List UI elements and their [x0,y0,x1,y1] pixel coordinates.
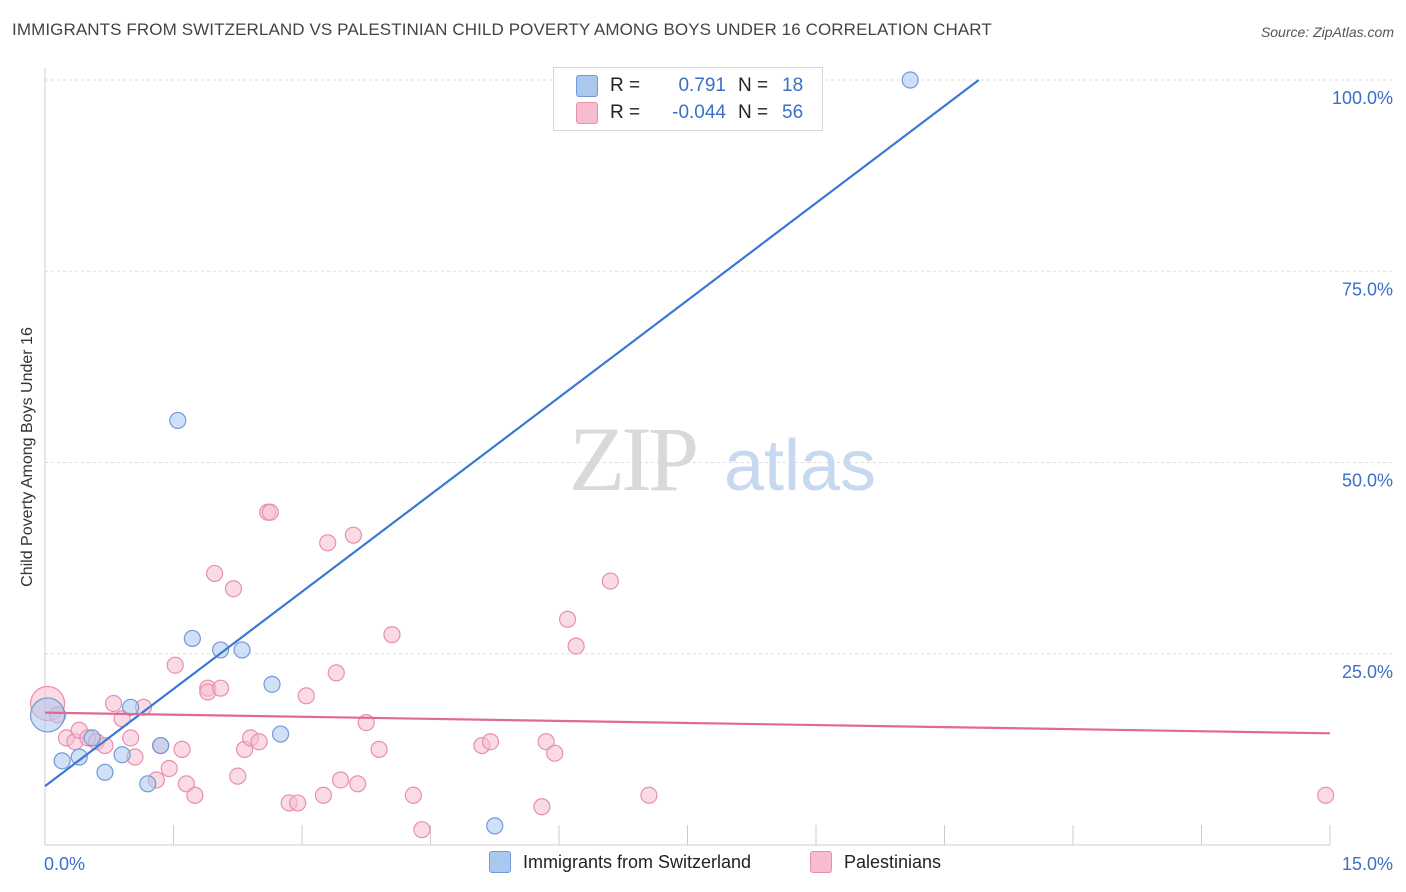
point-palestinian [383,626,401,644]
point-palestinian [224,580,243,598]
bottom-legend-label: Immigrants from Switzerland [523,851,752,872]
point-palestinian [533,798,551,816]
gridlines [45,79,1395,655]
point-switzerland [83,729,101,747]
legend-r-label: R = [610,75,641,96]
bottom-legend-swatch-blue [489,851,511,873]
point-switzerland [212,641,230,659]
point-switzerland [263,675,281,693]
point-palestinian [261,503,279,521]
point-switzerland [233,641,251,659]
watermark-atlas: atlas [724,426,876,506]
legend-r-label: R = [610,102,641,123]
point-palestinian [413,821,431,839]
point-palestinian [314,786,333,804]
point-switzerland [29,697,66,733]
point-palestinian [546,744,564,762]
point-palestinian [250,733,268,751]
point-switzerland [53,752,71,770]
trend-lines [44,79,1331,787]
point-palestinian [567,637,585,655]
point-switzerland [901,71,919,89]
x-tick-label: 15.0% [1342,854,1393,874]
point-palestinian [370,740,388,758]
bottom-legend-switzerland: Immigrants from Switzerland [489,851,751,873]
watermark: ZIP atlas [569,408,876,510]
y-tick-label: 50.0% [1342,471,1393,491]
y-axis-label: Child Poverty Among Boys Under 16 [19,327,36,587]
point-palestinian [1317,786,1335,804]
x-tick-label: 0.0% [44,854,85,874]
point-palestinian [327,664,345,682]
axes [44,68,1331,846]
point-palestinian [186,786,204,804]
y-tick-label: 25.0% [1342,662,1393,682]
point-palestinian [349,775,367,793]
point-palestinian [104,694,123,713]
point-palestinian [212,679,230,697]
legend-n-value: 18 [782,75,804,96]
legend-r-value: -0.044 [672,102,726,123]
legend-swatch-blue [576,75,598,97]
point-palestinian [319,534,337,552]
legend-swatch-pink [576,102,598,124]
point-switzerland [169,411,187,430]
legend-r-value: 0.791 [678,75,726,96]
point-palestinian [481,733,500,751]
point-palestinian [177,775,195,793]
legend-n-label: N = [738,75,769,96]
point-palestinian [344,526,362,544]
point-switzerland [122,698,140,716]
point-palestinian [166,656,184,674]
watermark-zip: ZIP [569,408,696,510]
point-palestinian [404,786,422,804]
point-switzerland [486,817,504,835]
point-switzerland [70,748,88,766]
point-switzerland [139,775,157,793]
bottom-legend-palestinians: Palestinians [810,851,941,873]
trend-line-switzerland [44,79,980,787]
point-palestinian [640,786,658,804]
bottom-legend-swatch-pink [810,851,832,873]
point-palestinian [297,687,315,705]
point-palestinian [289,794,307,812]
y-tick-label: 75.0% [1342,279,1393,299]
point-switzerland [96,763,114,781]
tick-labels: 25.0% 50.0% 75.0% 100.0% 0.0% 15.0% [44,88,1393,874]
point-palestinian [122,729,140,747]
point-switzerland [271,725,290,743]
legend-n-value: 56 [782,102,804,123]
point-switzerland [152,736,170,755]
y-tick-label: 100.0% [1332,88,1393,108]
correlation-legend: R = 0.791 N = 18 R = -0.044 N = 56 [553,67,823,131]
point-palestinian [173,740,191,758]
legend-n-label: N = [738,102,769,123]
point-palestinian [331,771,350,789]
point-switzerland [113,746,131,764]
trend-line-palestinians [44,711,1331,735]
bottom-legend-label: Palestinians [844,851,942,872]
point-switzerland [183,629,201,648]
chart-title: IMMIGRANTS FROM SWITZERLAND VS PALESTINI… [12,20,992,39]
legend-row-palestinians: R = -0.044 N = 56 [576,101,803,125]
point-palestinian [229,767,247,785]
point-palestinian [160,759,178,778]
source-label: Source: ZipAtlas.com [1260,24,1394,40]
point-palestinian [537,733,555,751]
point-palestinian [601,572,620,590]
data-points [29,71,1335,839]
legend-row-switzerland: R = 0.791 N = 18 [576,74,803,98]
point-palestinian [206,564,224,583]
point-palestinian [558,610,577,628]
